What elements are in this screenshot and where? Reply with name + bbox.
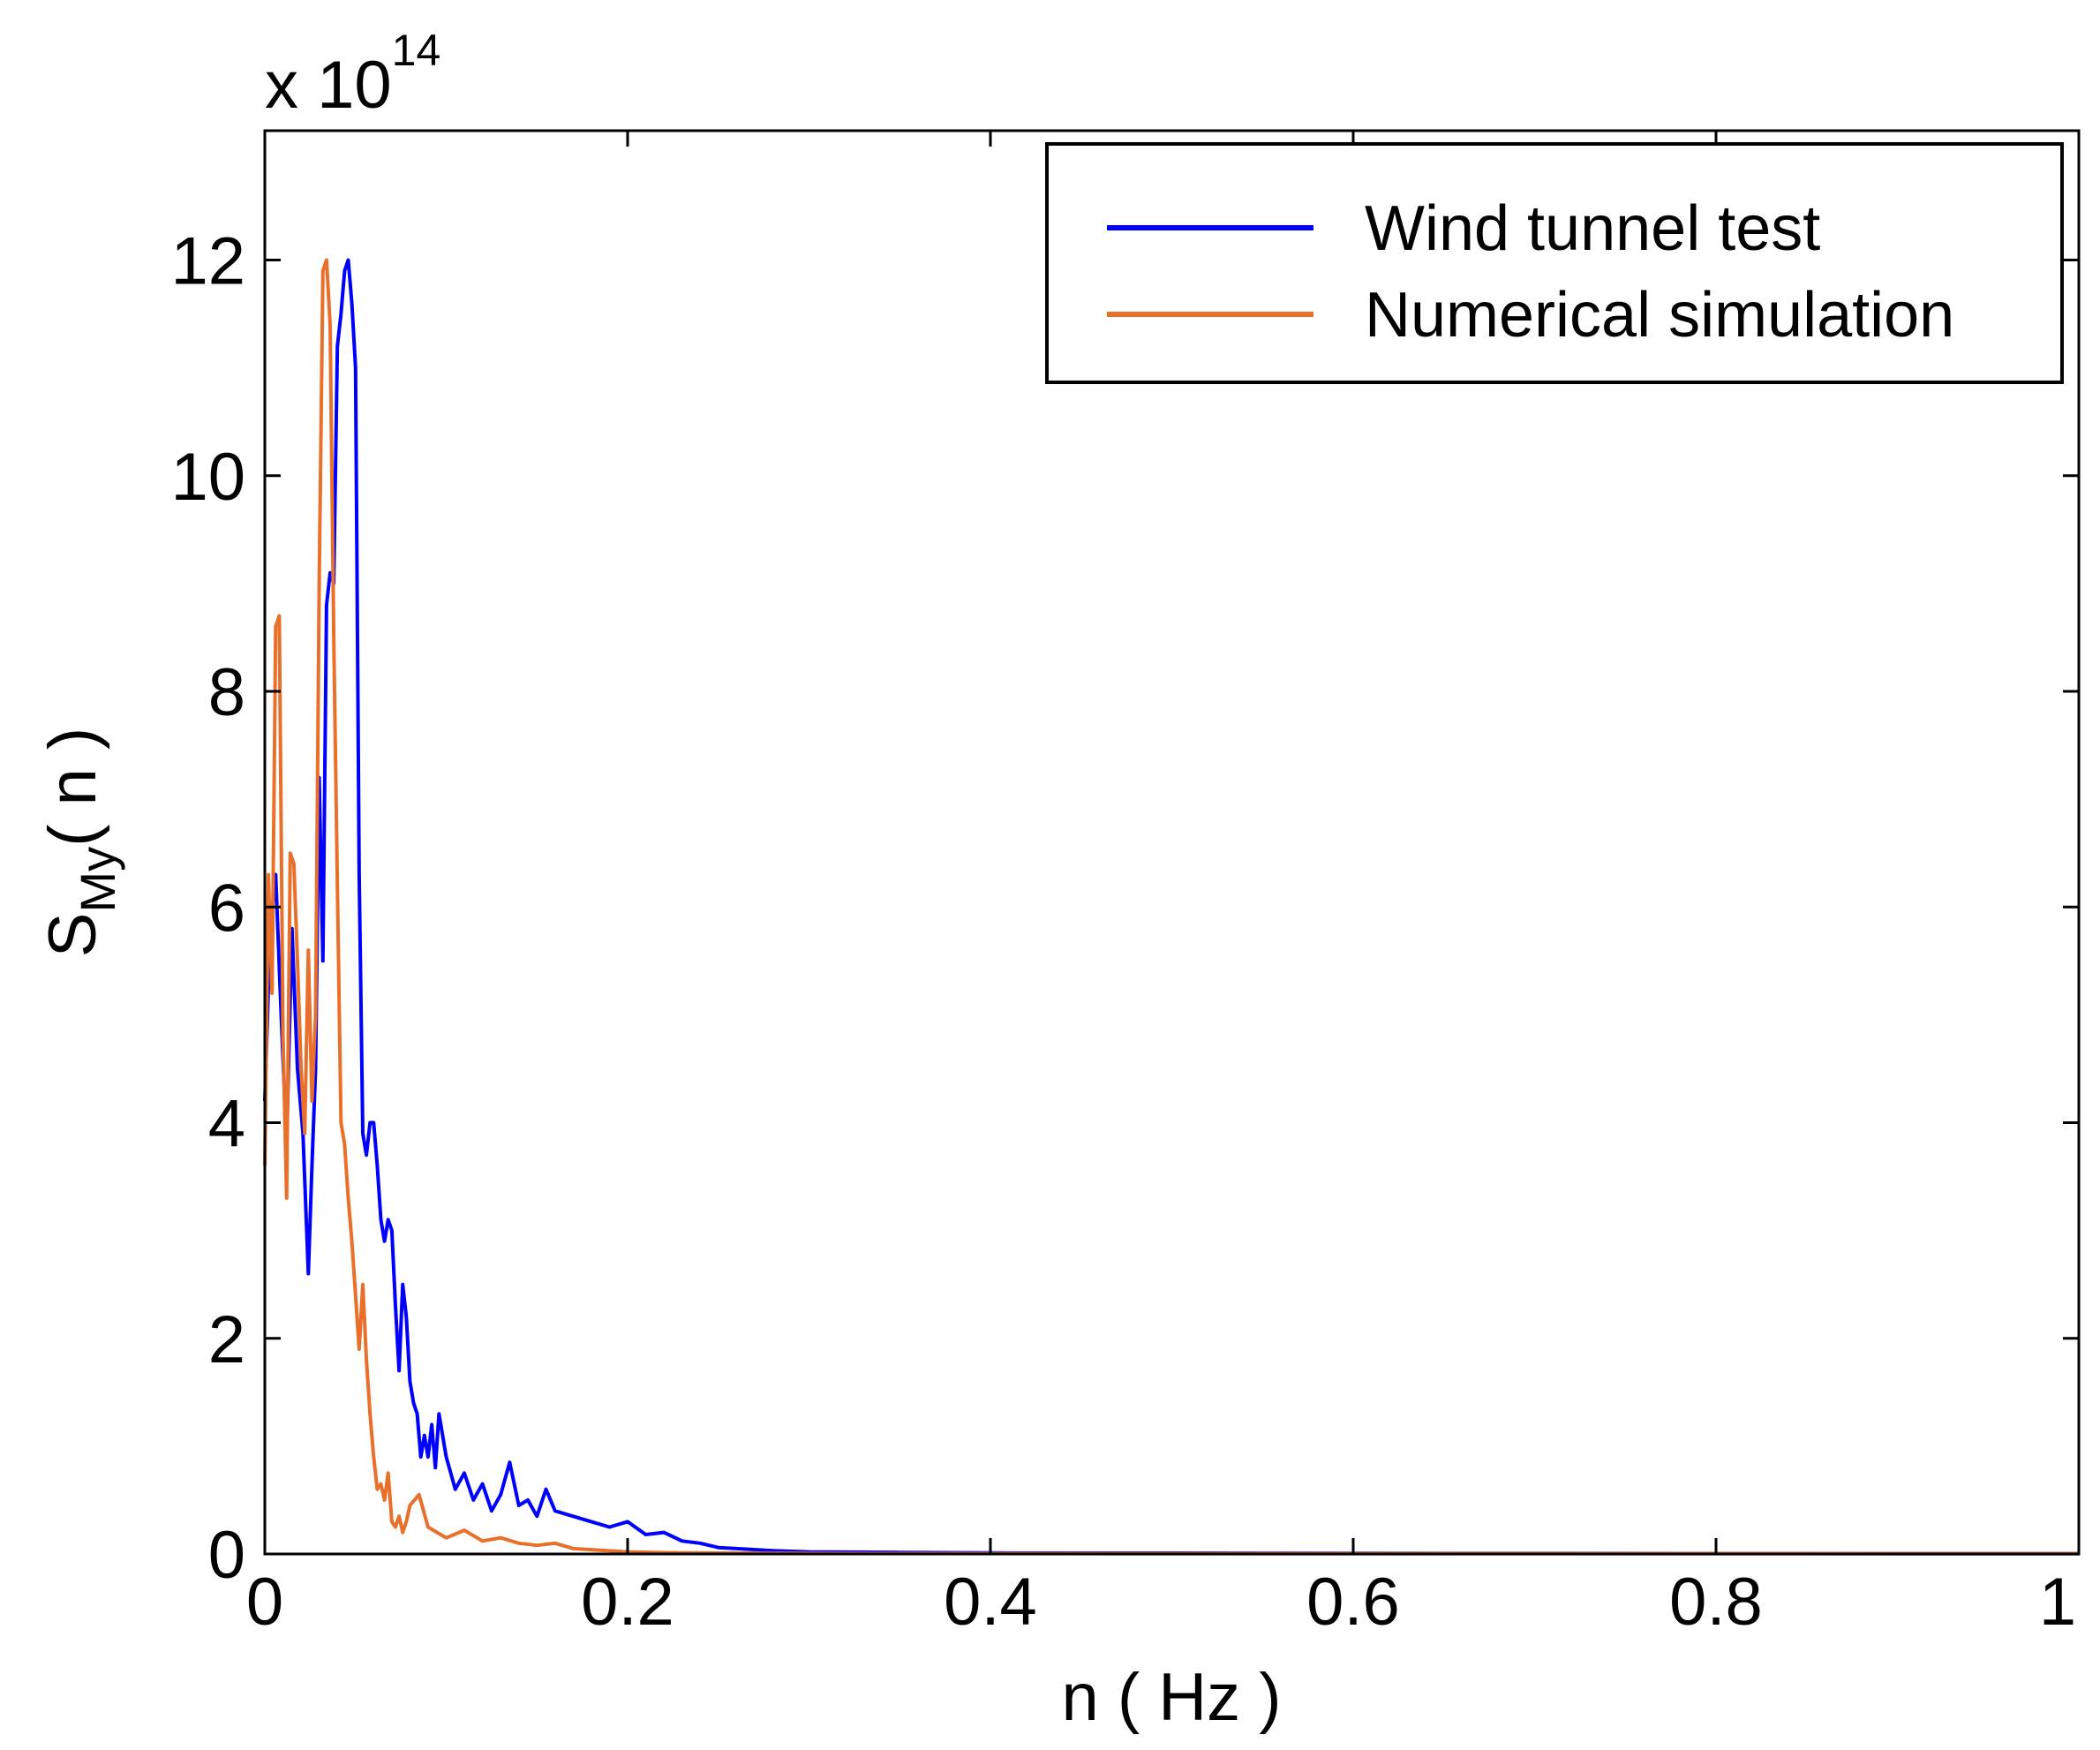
x-tick-label: 0.2 [581,1565,674,1640]
x-axis: 0 0.2 0.4 0.6 0.8 1 [246,131,2081,1640]
y-tick-label: 4 [208,1087,245,1162]
plot-frame [263,129,2081,1556]
y-multiplier-exponent: 14 [392,26,441,75]
x-tick-label: 0 [246,1565,283,1640]
series-line-numerical-simulation [263,258,2079,1556]
series-line-wind-tunnel-test [263,258,2079,1556]
legend-box [1045,142,2064,384]
y-axis-label: SMy( n ) [35,728,125,957]
y-axis-label-main: S [35,913,110,958]
y-tick-label: 12 [170,224,245,299]
y-tick-label: 6 [208,871,245,946]
x-tick-label: 0.6 [1306,1565,1400,1640]
y-tick-label: 2 [208,1302,245,1377]
legend: Wind tunnel test Numerical simulation [1045,142,2064,384]
y-multiplier: x 1014 [265,26,440,123]
legend-label-numerical-simulation: Numerical simulation [1365,280,1954,351]
x-tick-label: 0.4 [944,1565,1037,1640]
y-tick-label: 8 [208,655,245,730]
y-multiplier-base: x 10 [265,48,392,123]
x-tick-label: 1 [2039,1565,2076,1640]
y-axis-label-suffix: ( n ) [35,728,110,847]
y-tick-label: 0 [208,1518,245,1593]
y-axis: 0 2 4 6 8 10 12 [170,224,2079,1593]
legend-label-wind-tunnel-test: Wind tunnel test [1365,193,1820,264]
series-layer [263,258,2079,1556]
y-tick-label: 10 [170,440,245,515]
y-axis-label-subscript: My [70,847,125,913]
x-axis-label: n ( Hz ) [1061,1660,1281,1735]
x-tick-label: 0.8 [1669,1565,1763,1640]
